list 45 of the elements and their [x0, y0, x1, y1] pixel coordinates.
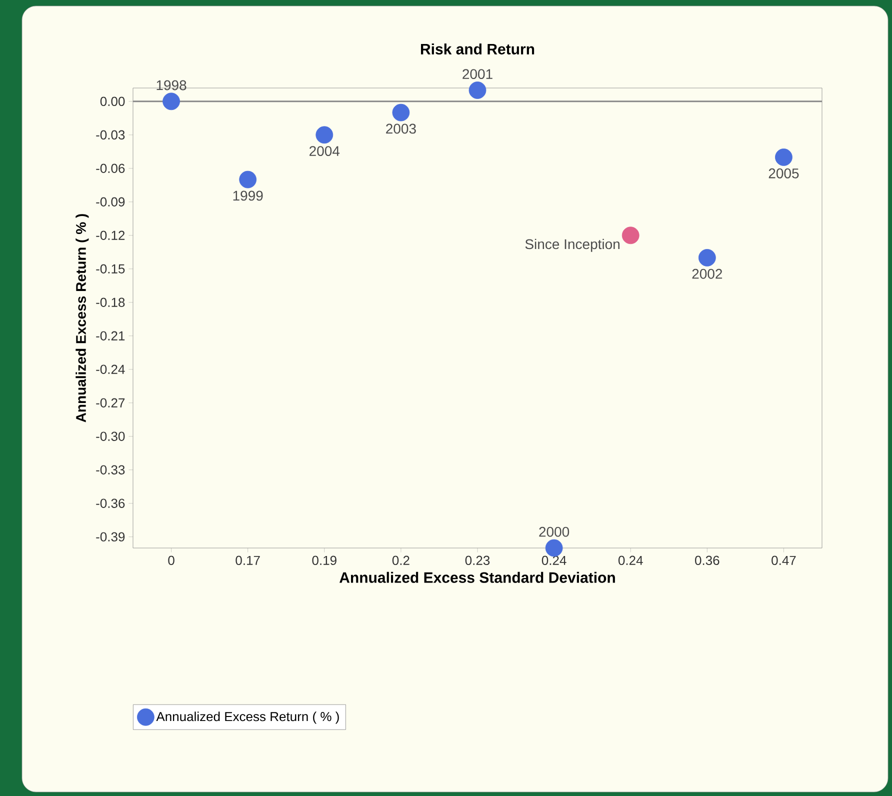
- y-tick-label: -0.30: [96, 432, 125, 441]
- x-tick-label: 0.2: [392, 556, 410, 566]
- x-tick-label: 0.19: [312, 556, 336, 566]
- point: [698, 249, 716, 266]
- x-axis-title: Annualized Excess Standard Deviation: [340, 572, 615, 583]
- y-tick-label: -0.21: [96, 331, 125, 340]
- annotation: 2000: [539, 526, 570, 537]
- legend-label: Annualized Excess Return ( % ): [156, 712, 339, 724]
- point: [239, 170, 257, 188]
- annotation: 2004: [310, 146, 340, 156]
- point: [468, 82, 486, 99]
- y-tick-label: -0.15: [96, 264, 125, 274]
- x-tick-label: 0.24: [618, 556, 643, 566]
- series-label: Since Inception: [525, 238, 620, 252]
- annotation: 2003: [386, 124, 416, 134]
- point: [545, 539, 563, 557]
- annotation: 1998: [156, 80, 186, 90]
- y-tick-label: -0.06: [96, 164, 125, 173]
- annotation: 1999: [233, 190, 263, 201]
- y-tick-label: -0.24: [96, 364, 125, 374]
- annotation: 2002: [692, 268, 722, 279]
- x-tick-label: 0.17: [236, 556, 260, 566]
- x-tick-label: 0.23: [465, 556, 490, 566]
- x-tick-label: 0: [168, 556, 174, 566]
- y-tick-label: -0.36: [96, 498, 125, 508]
- y-tick-label: -0.18: [96, 298, 125, 307]
- x-tick-label: 0.36: [695, 556, 720, 566]
- x-tick-label: 0.47: [772, 556, 796, 566]
- point: [392, 104, 410, 122]
- annotation: 2001: [462, 69, 492, 80]
- y-tick-label: 0.00: [100, 96, 125, 106]
- y-tick-label: -0.27: [96, 398, 125, 408]
- y-tick-label: -0.33: [96, 465, 125, 474]
- chart-title: Risk and Return: [420, 43, 534, 54]
- y-tick-label: -0.39: [96, 532, 125, 542]
- annotation: 2005: [768, 168, 799, 178]
- y-tick-label: -0.09: [96, 197, 125, 206]
- point: [162, 92, 180, 110]
- y-axis-title: Annualized Excess Return ( % ): [76, 214, 89, 422]
- point: [622, 226, 640, 244]
- y-tick-label: -0.03: [96, 130, 125, 140]
- point: [316, 126, 334, 144]
- y-tick-label: -0.12: [96, 230, 125, 240]
- x-tick-label: 0.24: [542, 556, 566, 566]
- point: [775, 148, 792, 166]
